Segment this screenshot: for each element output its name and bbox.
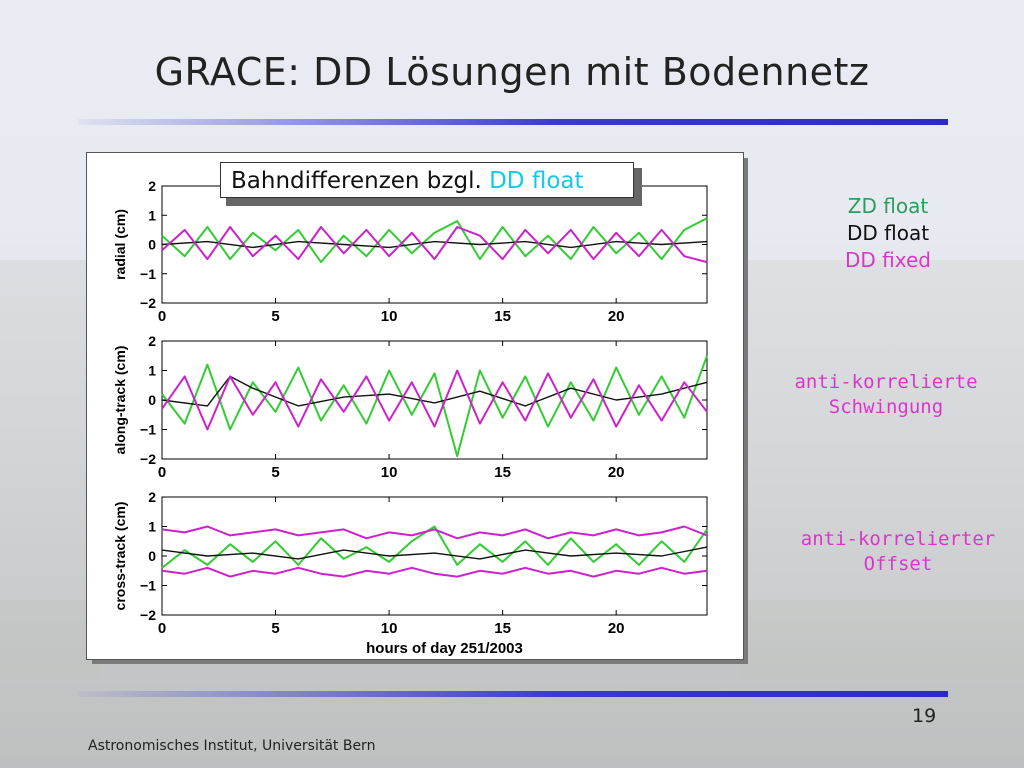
legend-zd-float: ZD float — [847, 194, 929, 218]
series-line-dd-fixed — [161, 566, 708, 578]
x-tick-label: 15 — [494, 464, 511, 481]
y-tick-label: 2 — [148, 489, 156, 505]
chart-legend-box: Bahndifferenzen bzgl. DD float — [220, 162, 634, 198]
y-tick-label: 0 — [148, 392, 156, 408]
y-axis-label: radial (cm) — [112, 209, 128, 280]
x-tick-label: 5 — [271, 620, 279, 637]
x-axis-label: hours of day 251/2003 — [366, 640, 523, 657]
series-legend: ZD float DD float DD fixed — [760, 193, 1016, 274]
x-tick-label: 20 — [608, 464, 625, 481]
page-number: 19 — [912, 705, 937, 727]
annotation-offset: anti-korrelierter Offset — [770, 527, 1024, 577]
x-tick-label: 15 — [494, 308, 511, 325]
y-tick-label: 0 — [148, 237, 156, 253]
x-tick-label: 0 — [158, 308, 166, 325]
y-axis-label: along-track (cm) — [112, 346, 128, 455]
y-tick-label: 2 — [148, 333, 156, 349]
x-tick-label: 0 — [158, 464, 166, 481]
y-tick-label: 1 — [148, 363, 156, 379]
series-line-dd-fixed — [161, 226, 708, 264]
series-line-zd-float — [161, 355, 708, 458]
y-tick-label: −1 — [140, 578, 156, 594]
x-tick-label: 0 — [158, 620, 166, 637]
y-axis-label: cross-track (cm) — [112, 502, 128, 611]
annotation-offset-line2: Offset — [863, 553, 933, 575]
x-tick-label: 5 — [271, 464, 279, 481]
series-line-zd-float — [161, 217, 708, 264]
top-divider — [78, 119, 948, 125]
y-tick-label: −2 — [140, 451, 156, 467]
y-tick-label: 1 — [148, 519, 156, 535]
x-tick-label: 10 — [381, 308, 398, 325]
series-line-dd-float — [161, 546, 708, 560]
bottom-divider — [78, 691, 948, 697]
y-tick-label: −1 — [140, 266, 156, 282]
series-line-dd-fixed — [161, 369, 708, 431]
legend-dd-float: DD float — [846, 221, 930, 245]
footer-institution: Astronomisches Institut, Universität Ber… — [88, 738, 376, 754]
y-tick-label: −2 — [140, 295, 156, 311]
series-line-dd-fixed — [161, 525, 708, 540]
legend-box-highlight: DD float — [489, 168, 584, 194]
legend-box-text: Bahndifferenzen bzgl. — [231, 168, 490, 194]
x-tick-label: 15 — [494, 620, 511, 637]
y-tick-label: 0 — [148, 548, 156, 564]
x-tick-label: 5 — [271, 308, 279, 325]
slide-title: GRACE: DD Lösungen mit Bodennetz — [154, 50, 870, 94]
annotation-offset-line1: anti-korrelierter — [800, 528, 996, 550]
series-line-dd-float — [161, 240, 708, 249]
annotation-oscillation: anti-korrelierte Schwingung — [758, 370, 1014, 420]
x-tick-label: 20 — [608, 308, 625, 325]
annotation-oscillation-line2: Schwingung — [828, 396, 944, 418]
y-tick-label: 2 — [148, 178, 156, 194]
annotation-oscillation-line1: anti-korrelierte — [794, 371, 978, 393]
x-tick-label: 20 — [608, 620, 625, 637]
plot-area-3 — [161, 496, 708, 616]
x-tick-label: 10 — [381, 464, 398, 481]
chart-figure: −2 −1 0 1 2 0 5 10 15 20 radial (cm) −2 −1 0 1 2 0 5 10 15 2… — [86, 152, 744, 660]
series-line-zd-float — [161, 525, 708, 569]
x-tick-label: 10 — [381, 620, 398, 637]
legend-dd-fixed: DD fixed — [845, 248, 931, 272]
y-tick-label: 1 — [148, 207, 156, 223]
y-tick-label: −1 — [140, 422, 156, 438]
y-tick-label: −2 — [140, 607, 156, 623]
series-line-dd-float — [161, 375, 708, 407]
